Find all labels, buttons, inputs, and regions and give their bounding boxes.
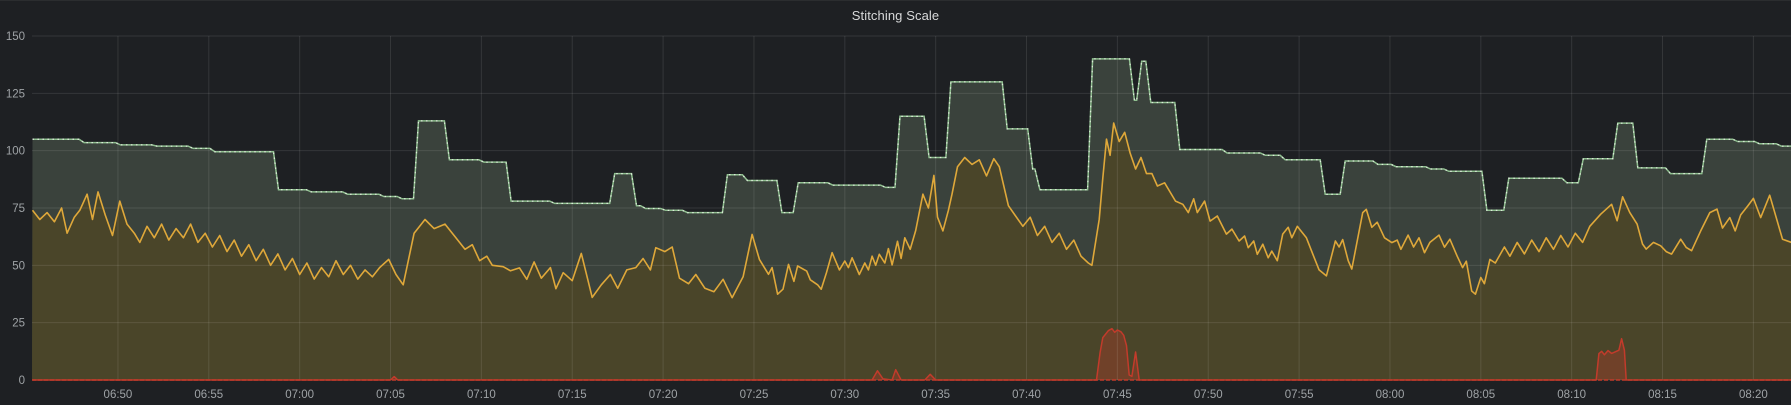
x-tick-label: 07:10: [467, 389, 496, 401]
x-tick-label: 06:55: [194, 389, 223, 401]
y-tick-label: 150: [6, 31, 25, 43]
x-tick-label: 07:45: [1103, 389, 1132, 401]
red-series-line: [32, 327, 1791, 381]
green-step-line-dots: [32, 58, 1791, 214]
x-tick-label: 08:15: [1648, 389, 1677, 401]
x-tick-label: 08:20: [1739, 389, 1768, 401]
x-tick-label: 07:35: [921, 389, 950, 401]
y-tick-label: 125: [6, 88, 25, 100]
red-area-fill: [32, 328, 1791, 380]
x-tick-label: 07:40: [1012, 389, 1041, 401]
x-tick-label: 08:00: [1376, 389, 1405, 401]
x-tick-label: 08:10: [1557, 389, 1586, 401]
x-tick-label: 07:55: [1285, 389, 1314, 401]
y-tick-label: 100: [6, 146, 25, 158]
y-tick-label: 0: [19, 375, 25, 387]
x-tick-label: 07:00: [285, 389, 314, 401]
x-tick-label: 07:05: [376, 389, 405, 401]
y-tick-label: 25: [12, 318, 25, 330]
y-tick-label: 50: [12, 260, 25, 272]
y-tick-label: 75: [12, 203, 25, 215]
x-tick-label: 07:20: [649, 389, 678, 401]
yellow-series-line: [31, 122, 1791, 299]
x-tick-label: 07:15: [558, 389, 587, 401]
x-tick-label: 07:50: [1194, 389, 1223, 401]
x-tick-label: 07:25: [740, 389, 769, 401]
panel-title[interactable]: Stitching Scale: [851, 7, 940, 23]
x-tick-label: 07:30: [830, 389, 859, 401]
x-tick-label: 08:05: [1466, 389, 1495, 401]
x-tick-label: 06:50: [104, 389, 133, 401]
yellow-area-fill: [32, 123, 1791, 380]
